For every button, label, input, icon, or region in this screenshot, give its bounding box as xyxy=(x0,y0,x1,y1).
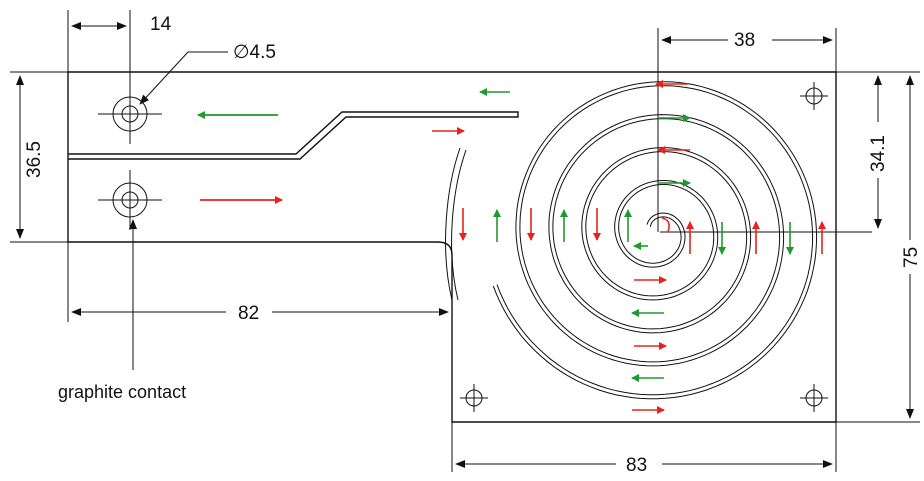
dim-total-height-text: 75 xyxy=(901,247,922,268)
spiral-inlet-slot xyxy=(452,150,466,300)
dim-base-width-text: 83 xyxy=(626,455,647,476)
dim-hole-offset-text: 14 xyxy=(150,14,172,35)
dim-arm-length-text: 82 xyxy=(238,303,259,324)
dim-hole-offset: 14 xyxy=(68,10,172,96)
spiral-inlet-slot-inner xyxy=(446,148,460,300)
dim-left-height: 36.5 xyxy=(10,72,68,242)
arm-slot xyxy=(68,112,518,159)
spiral-slots xyxy=(493,82,816,399)
dim-left-height-text: 36.5 xyxy=(24,141,45,178)
corner-hole-bottom-right xyxy=(800,384,828,412)
flow-arrows xyxy=(198,84,822,410)
dim-spiral-vertical: 34.1 xyxy=(836,72,892,228)
dim-spiral-vertical-text: 34.1 xyxy=(868,135,889,172)
contact-label: graphite contact xyxy=(58,220,186,402)
dim-hole-diameter: ∅4.5 xyxy=(140,42,276,104)
contact-hole-bottom xyxy=(98,170,162,230)
corner-hole-bottom-left xyxy=(460,384,488,412)
dim-base-width: 83 xyxy=(452,422,836,477)
dim-hole-diameter-text: ∅4.5 xyxy=(233,42,276,63)
corner-hole-top-right xyxy=(800,82,828,110)
dim-spiral-radius: 38 xyxy=(662,26,836,72)
dim-spiral-radius-text: 38 xyxy=(734,30,755,51)
contact-label-text: graphite contact xyxy=(58,382,186,402)
arrow-center xyxy=(662,218,669,232)
dim-arm-length: 82 xyxy=(68,242,448,324)
